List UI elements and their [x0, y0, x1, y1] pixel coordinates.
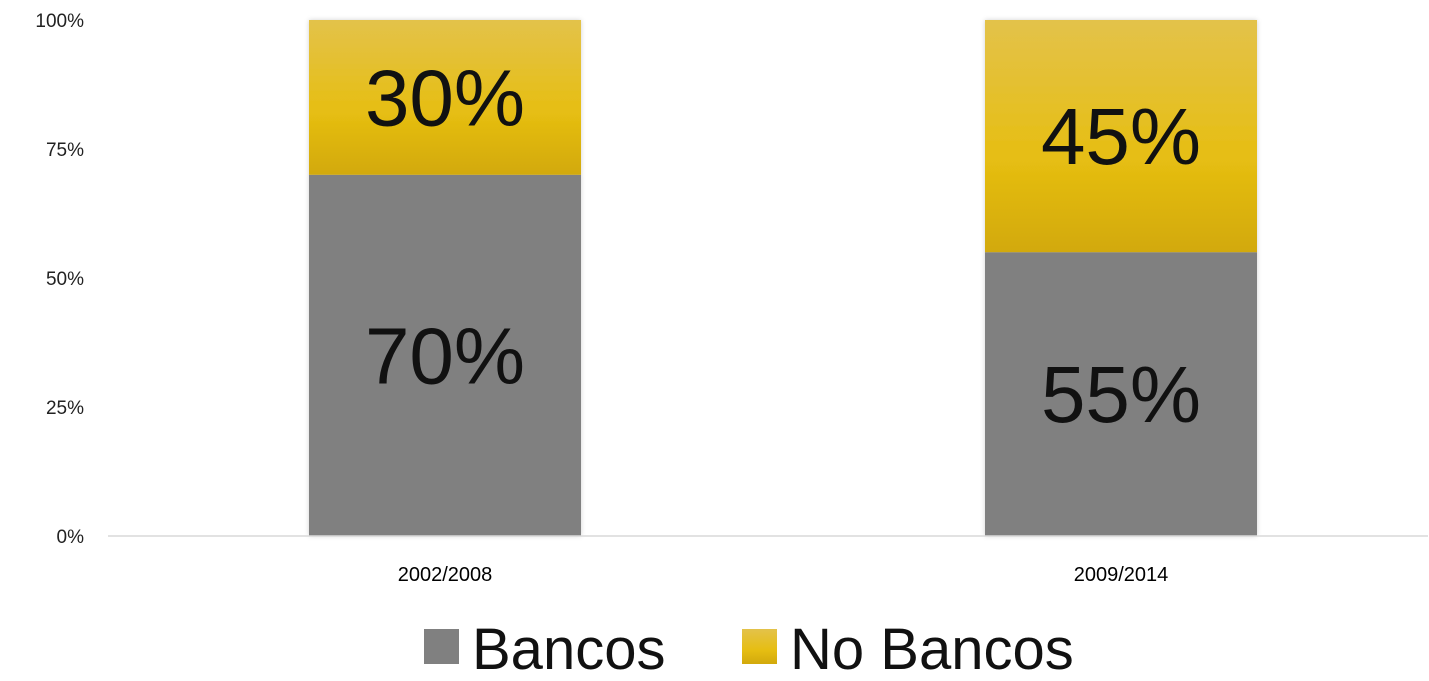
- bar-segment-no-bancos: [985, 20, 1257, 253]
- x-category-label: 2009/2014: [1074, 564, 1169, 586]
- y-tick-label: 100%: [35, 11, 84, 32]
- legend-swatch: [424, 629, 459, 664]
- y-tick-label: 75%: [46, 140, 84, 161]
- legend: Bancos No Bancos: [424, 617, 1074, 681]
- data-label: 45%: [1041, 92, 1201, 181]
- x-category-label: 2002/2008: [398, 564, 493, 586]
- legend-swatch: [742, 629, 777, 664]
- bar-segment-no-bancos: [309, 20, 581, 175]
- y-axis: 0% 25% 50% 75% 100%: [35, 11, 84, 548]
- data-label: 30%: [365, 53, 525, 142]
- y-tick-label: 25%: [46, 398, 84, 419]
- legend-label: No Bancos: [790, 617, 1074, 681]
- data-label: 55%: [1041, 350, 1201, 439]
- y-tick-label: 0%: [57, 527, 85, 548]
- y-tick-label: 50%: [46, 269, 84, 290]
- bar-segment-bancos: [309, 174, 581, 537]
- bars: 70% 30% 55% 45%: [309, 20, 1257, 537]
- legend-label: Bancos: [472, 617, 665, 681]
- bar-stack: [309, 20, 581, 537]
- bar-stack: [985, 20, 1257, 536]
- data-label: 70%: [365, 311, 525, 400]
- bar-segment-bancos: [985, 252, 1257, 536]
- x-axis: 2002/2008 2009/2014: [398, 564, 1169, 586]
